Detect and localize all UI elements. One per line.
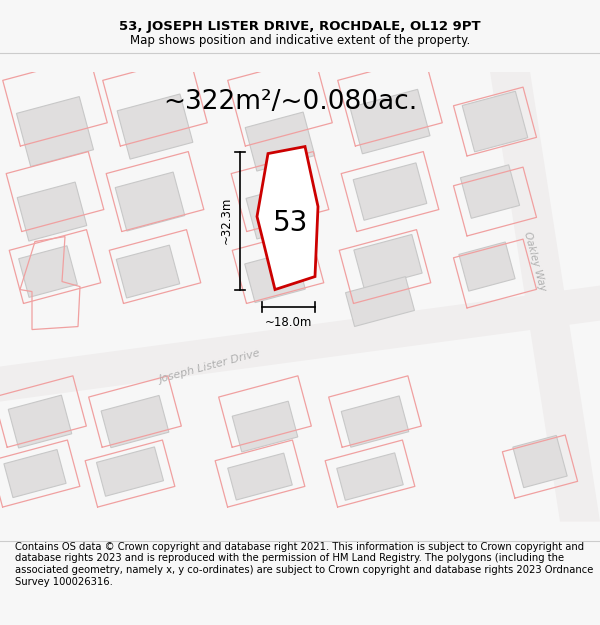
Polygon shape [97, 447, 164, 496]
Polygon shape [341, 396, 409, 448]
Polygon shape [346, 277, 415, 326]
Polygon shape [117, 94, 193, 159]
Polygon shape [245, 112, 315, 171]
Polygon shape [245, 251, 305, 302]
Text: ~18.0m: ~18.0m [265, 316, 312, 329]
Polygon shape [16, 97, 94, 166]
Text: ~32.3m: ~32.3m [220, 197, 233, 244]
Polygon shape [350, 89, 430, 154]
Polygon shape [0, 286, 600, 401]
Polygon shape [4, 449, 66, 498]
Polygon shape [228, 453, 292, 500]
Polygon shape [460, 165, 520, 218]
Polygon shape [8, 395, 72, 448]
Text: Map shows position and indicative extent of the property.: Map shows position and indicative extent… [130, 34, 470, 47]
Polygon shape [246, 184, 310, 239]
Polygon shape [115, 172, 185, 231]
Polygon shape [337, 453, 403, 500]
Polygon shape [19, 246, 77, 298]
Text: Contains OS data © Crown copyright and database right 2021. This information is : Contains OS data © Crown copyright and d… [15, 542, 593, 587]
Text: ~322m²/~0.080ac.: ~322m²/~0.080ac. [163, 89, 417, 114]
Text: Joseph Lister Drive: Joseph Lister Drive [158, 348, 262, 385]
Polygon shape [257, 146, 318, 289]
Polygon shape [101, 396, 169, 448]
Text: Oakley Way: Oakley Way [522, 231, 548, 292]
Polygon shape [116, 245, 180, 298]
Polygon shape [462, 91, 528, 152]
Polygon shape [354, 234, 422, 289]
Polygon shape [513, 436, 567, 488]
Polygon shape [353, 163, 427, 220]
Polygon shape [17, 182, 87, 241]
Text: 53: 53 [273, 209, 308, 237]
Polygon shape [490, 71, 600, 521]
Polygon shape [459, 242, 515, 291]
Polygon shape [232, 401, 298, 452]
Text: 53, JOSEPH LISTER DRIVE, ROCHDALE, OL12 9PT: 53, JOSEPH LISTER DRIVE, ROCHDALE, OL12 … [119, 20, 481, 32]
